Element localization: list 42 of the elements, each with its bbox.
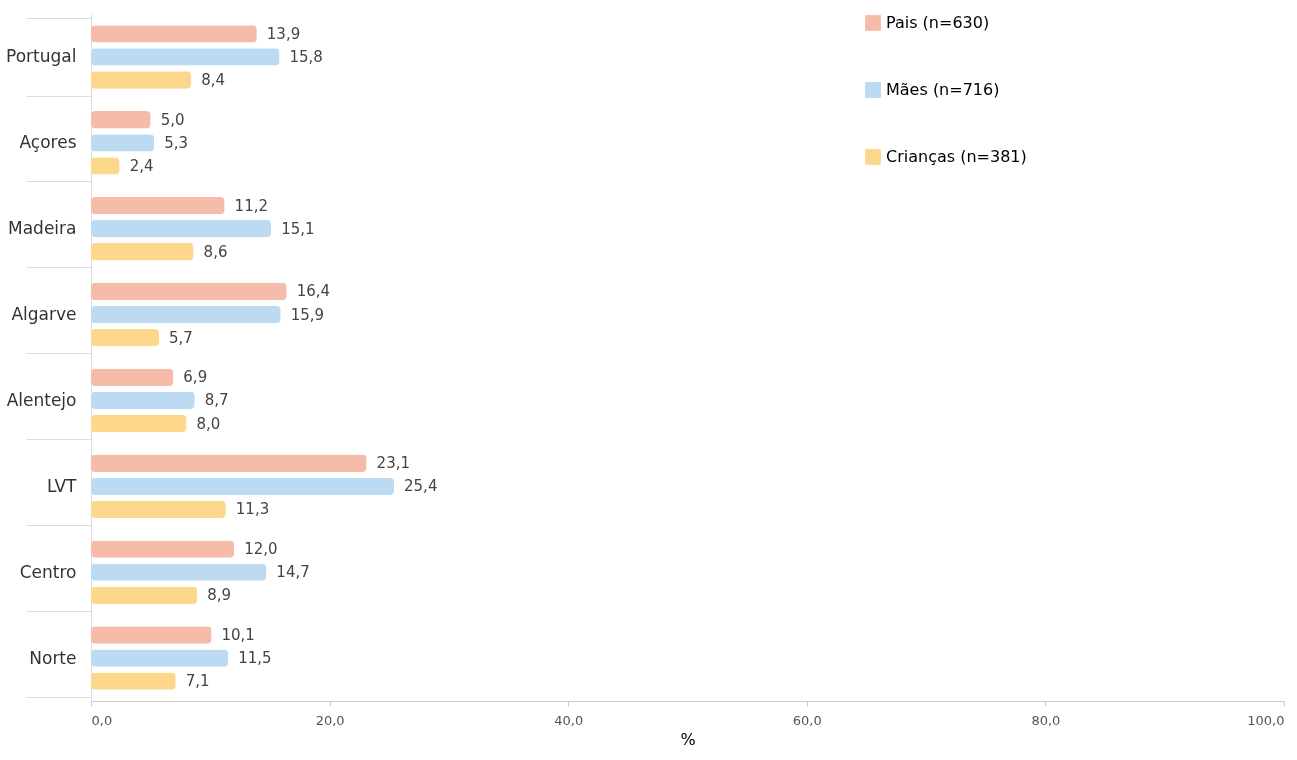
data-label: 8,6 <box>203 242 228 261</box>
x-tick-label: 0,0 <box>91 712 113 728</box>
data-label: 6,9 <box>183 368 208 387</box>
y-tick-label: Algarve <box>11 304 77 325</box>
data-label: 11,2 <box>234 196 269 215</box>
data-label: 10,1 <box>221 625 255 644</box>
data-label: 16,4 <box>296 282 331 301</box>
data-label: 8,4 <box>201 71 226 90</box>
x-tick-label: 100,0 <box>1247 712 1285 728</box>
data-label: 5,0 <box>160 110 185 129</box>
x-tick-label: 20,0 <box>315 712 345 728</box>
data-label: 25,4 <box>404 477 438 496</box>
data-label: 7,1 <box>185 672 210 691</box>
x-tick-label: 80,0 <box>1031 712 1061 728</box>
data-label: 11,5 <box>238 649 272 668</box>
legend-label: Crianças (n=381) <box>886 147 1027 166</box>
x-tick-label: 40,0 <box>554 712 584 728</box>
y-tick-label: Centro <box>19 561 77 582</box>
legend-label: Mães (n=716) <box>886 80 1000 99</box>
data-label: 13,9 <box>266 24 301 43</box>
data-label: 8,0 <box>196 414 221 433</box>
data-label: 15,9 <box>290 305 325 324</box>
data-label: 8,7 <box>204 391 229 410</box>
x-axis-title: % <box>680 729 696 749</box>
data-label: 15,8 <box>289 47 323 66</box>
data-label: 12,0 <box>244 540 278 559</box>
y-tick-label: Madeira <box>8 218 77 239</box>
data-label: 5,7 <box>169 328 193 347</box>
data-label: 8,9 <box>207 586 232 605</box>
y-tick-label: Portugal <box>6 46 77 67</box>
legend-label: Pais (n=630) <box>886 13 990 32</box>
data-label: 11,3 <box>235 500 270 519</box>
data-label: 2,4 <box>129 156 154 175</box>
data-label: 23,1 <box>376 454 410 473</box>
data-label: 5,3 <box>164 133 189 152</box>
y-tick-label: Norte <box>29 647 77 668</box>
y-tick-label: LVT <box>46 475 78 496</box>
data-label: 15,1 <box>281 219 315 238</box>
y-tick-label: Açores <box>19 132 77 153</box>
x-tick-label: 60,0 <box>792 712 822 728</box>
data-label: 14,7 <box>276 563 310 582</box>
y-tick-label: Alentejo <box>6 389 77 410</box>
